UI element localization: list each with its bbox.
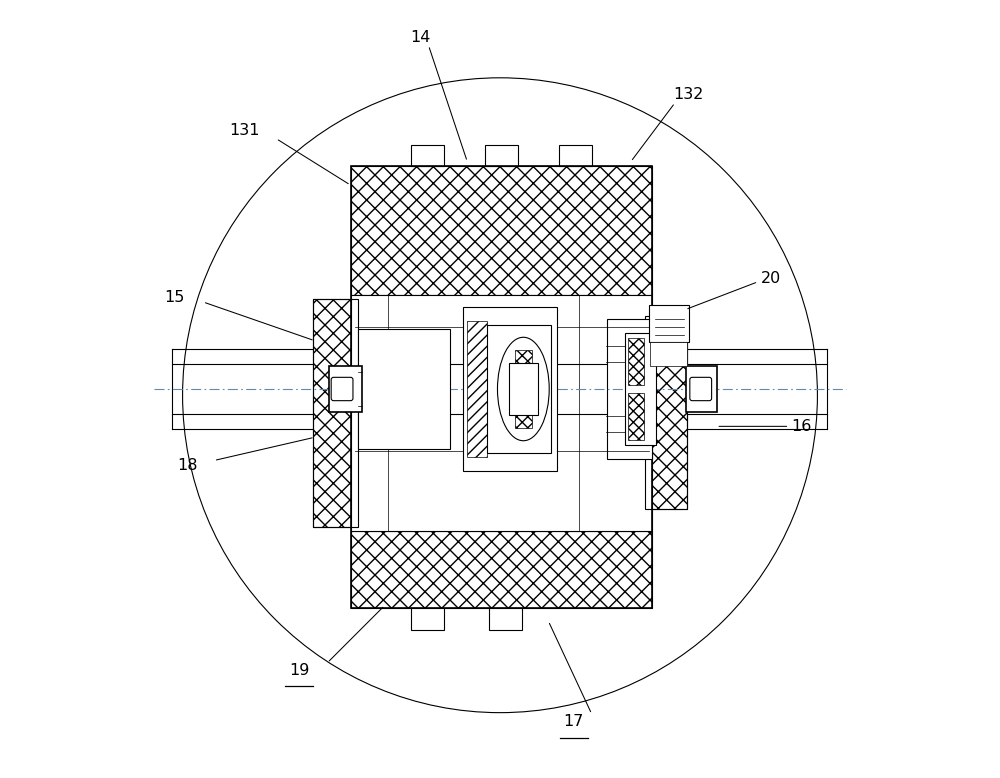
- Bar: [645, 317, 687, 510]
- Text: 131: 131: [230, 123, 260, 138]
- Bar: [313, 299, 358, 527]
- Text: 19: 19: [289, 663, 309, 678]
- Bar: [645, 317, 687, 510]
- Bar: [607, 319, 652, 459]
- FancyBboxPatch shape: [331, 377, 353, 401]
- Bar: [485, 145, 518, 166]
- Text: 20: 20: [761, 271, 781, 286]
- Bar: [411, 145, 444, 166]
- Text: 132: 132: [673, 87, 703, 103]
- Bar: [509, 363, 538, 415]
- Text: 15: 15: [165, 289, 185, 305]
- Text: 17: 17: [564, 714, 584, 730]
- Bar: [686, 366, 717, 412]
- Bar: [515, 385, 532, 428]
- Bar: [411, 608, 444, 630]
- Bar: [515, 350, 532, 393]
- Bar: [313, 299, 358, 527]
- Bar: [329, 366, 362, 412]
- Bar: [358, 328, 450, 450]
- Circle shape: [183, 78, 817, 713]
- Bar: [649, 305, 689, 342]
- Bar: [489, 608, 522, 630]
- Bar: [351, 166, 652, 295]
- Bar: [650, 342, 687, 366]
- Text: 14: 14: [410, 30, 431, 45]
- Text: 18: 18: [177, 457, 197, 473]
- Bar: [559, 145, 592, 166]
- Bar: [628, 393, 644, 440]
- Bar: [351, 295, 652, 531]
- Ellipse shape: [497, 338, 549, 441]
- Bar: [351, 166, 652, 608]
- Bar: [463, 307, 557, 471]
- Bar: [467, 321, 487, 457]
- Bar: [625, 333, 656, 445]
- Text: 16: 16: [792, 419, 812, 434]
- FancyBboxPatch shape: [690, 377, 712, 401]
- Bar: [628, 338, 644, 385]
- Bar: [487, 325, 551, 453]
- Bar: [351, 531, 652, 608]
